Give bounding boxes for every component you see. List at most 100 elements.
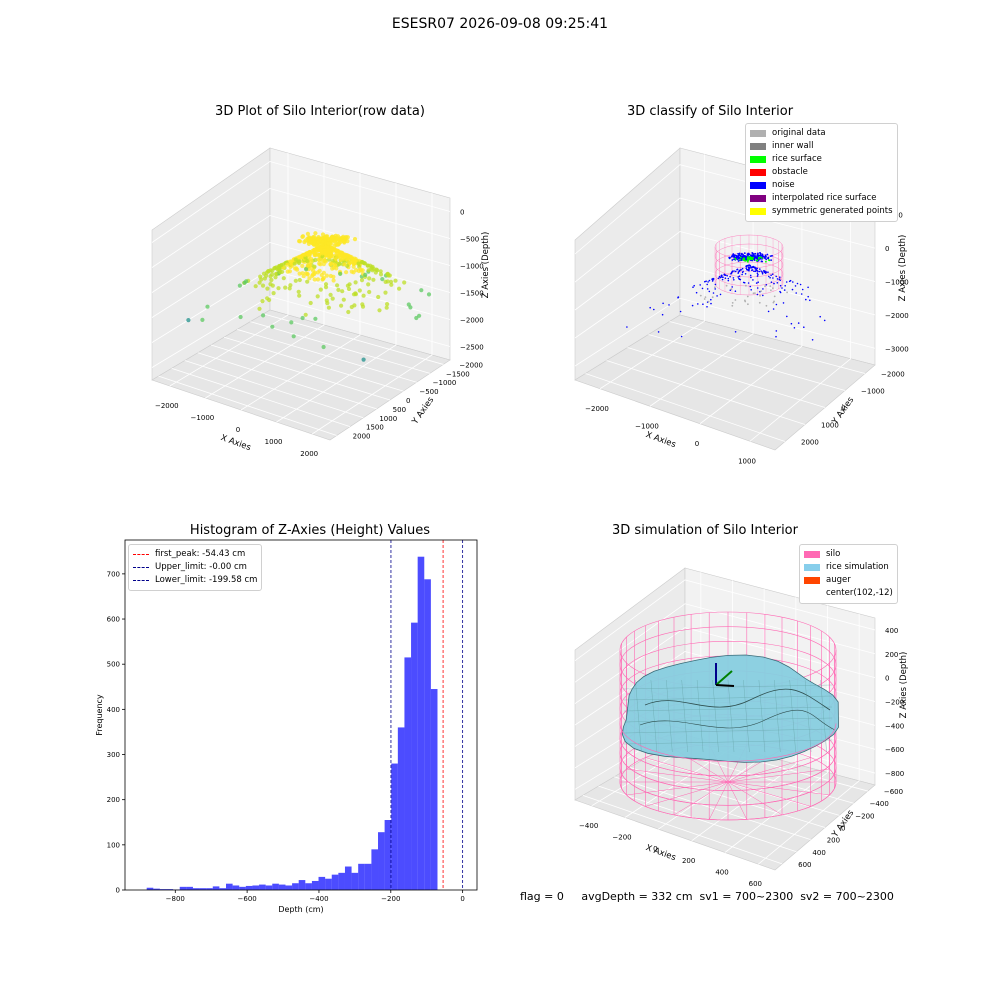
data-point bbox=[419, 288, 424, 293]
noise-point bbox=[789, 279, 792, 282]
original-point bbox=[769, 285, 772, 287]
data-point bbox=[253, 284, 258, 289]
noise-point bbox=[726, 275, 728, 277]
grid-line bbox=[574, 627, 876, 704]
original-point bbox=[765, 304, 768, 307]
grid-line bbox=[585, 373, 786, 442]
rice-mesh-line bbox=[650, 679, 658, 753]
data-point bbox=[371, 277, 376, 282]
data-point bbox=[258, 274, 263, 279]
data-point bbox=[360, 259, 365, 265]
original-point bbox=[725, 284, 728, 287]
data-point bbox=[319, 272, 324, 278]
rice-surface-point bbox=[770, 259, 772, 261]
rice-surface-point bbox=[738, 256, 740, 259]
noise-point bbox=[799, 283, 802, 286]
original-point bbox=[759, 294, 761, 297]
z-tick-label: 0 bbox=[885, 675, 889, 683]
data-point bbox=[297, 277, 302, 283]
rice-mesh-line bbox=[623, 684, 833, 690]
z-tick-label: −2500 bbox=[460, 344, 484, 352]
y-tick-label: 500 bbox=[107, 661, 120, 669]
noise-point bbox=[796, 282, 799, 285]
noise-point bbox=[727, 279, 730, 282]
data-point bbox=[352, 303, 357, 308]
data-point bbox=[312, 264, 317, 269]
original-point bbox=[707, 300, 710, 303]
raw-data-3d-plot: 3D Plot of Silo Interior(row data) −2000… bbox=[130, 100, 490, 470]
data-point bbox=[320, 258, 325, 263]
noise-point bbox=[739, 278, 742, 281]
y-axis-label: Y Axies bbox=[410, 395, 437, 427]
data-point bbox=[295, 267, 300, 272]
rice-mesh-line bbox=[623, 728, 833, 734]
noise-point bbox=[721, 276, 723, 278]
noise-point bbox=[757, 281, 759, 283]
noise-point bbox=[750, 289, 752, 291]
histogram-bar bbox=[430, 689, 438, 890]
legend-item: interpolated rice surface bbox=[750, 192, 893, 205]
data-point bbox=[317, 268, 322, 273]
histogram-plot: Histogram of Z-Axies (Height) Values −80… bbox=[90, 520, 490, 920]
y-tick-label: 600 bbox=[107, 616, 120, 624]
data-point bbox=[331, 278, 336, 283]
histogram-canvas: −800 −600 −400 −200 0 0 100 200 300 400 500 600 700 D… bbox=[95, 539, 478, 914]
data-point bbox=[384, 305, 389, 310]
noise-point bbox=[748, 267, 751, 269]
noise-point bbox=[697, 303, 699, 305]
data-point bbox=[335, 242, 340, 247]
auger-axis-x bbox=[715, 684, 735, 687]
y-tick-label: −2000 bbox=[881, 371, 905, 379]
noise-point bbox=[759, 268, 761, 270]
noise-point bbox=[707, 281, 709, 283]
noise-point bbox=[779, 284, 782, 287]
data-point bbox=[321, 344, 326, 350]
grid-line bbox=[598, 785, 797, 853]
x-tick-label: 0 bbox=[460, 895, 464, 903]
grid-line bbox=[574, 264, 876, 339]
original-point bbox=[699, 294, 702, 297]
data-point bbox=[238, 314, 243, 320]
data-point bbox=[318, 248, 324, 253]
y-tick-label: −400 bbox=[870, 800, 889, 808]
grid-line bbox=[205, 163, 325, 399]
rice-surface-point bbox=[771, 254, 773, 257]
data-point bbox=[318, 287, 323, 292]
data-point bbox=[350, 256, 355, 261]
rice-mesh-line bbox=[623, 695, 833, 701]
histogram-bar bbox=[239, 886, 246, 890]
noise-point bbox=[740, 268, 742, 271]
silo-floor-line bbox=[727, 757, 811, 783]
legend-label: original data bbox=[772, 128, 826, 138]
grid-line bbox=[237, 329, 417, 383]
data-point bbox=[261, 271, 267, 276]
legend-item: inner wall bbox=[750, 140, 893, 153]
data-point bbox=[303, 252, 308, 257]
z-tick-label: −400 bbox=[885, 722, 904, 730]
silo-floor-line bbox=[645, 757, 729, 783]
data-point bbox=[402, 280, 407, 285]
data-point bbox=[360, 302, 365, 307]
y-tick-label: 2000 bbox=[353, 433, 371, 441]
original-point bbox=[731, 302, 734, 304]
noise-point bbox=[679, 310, 682, 313]
data-point bbox=[337, 237, 342, 242]
data-point bbox=[313, 231, 318, 236]
data-point bbox=[373, 270, 378, 275]
noise-point bbox=[662, 302, 664, 305]
data-point bbox=[283, 285, 288, 290]
data-point bbox=[377, 308, 382, 313]
noise-point bbox=[737, 271, 740, 273]
data-point bbox=[312, 270, 317, 275]
legend-swatch bbox=[804, 590, 820, 597]
original-point bbox=[773, 295, 776, 298]
noise-point bbox=[778, 278, 781, 280]
simulation-legend: silo rice simulation auger center(102,-1… bbox=[799, 544, 898, 604]
grid-line bbox=[250, 321, 431, 374]
x-tick-label: 1000 bbox=[265, 438, 283, 446]
grid-line bbox=[724, 605, 828, 853]
histogram-bar bbox=[298, 880, 306, 890]
data-point bbox=[339, 250, 345, 255]
silo-floor-line bbox=[708, 781, 729, 820]
data-point bbox=[353, 280, 358, 285]
